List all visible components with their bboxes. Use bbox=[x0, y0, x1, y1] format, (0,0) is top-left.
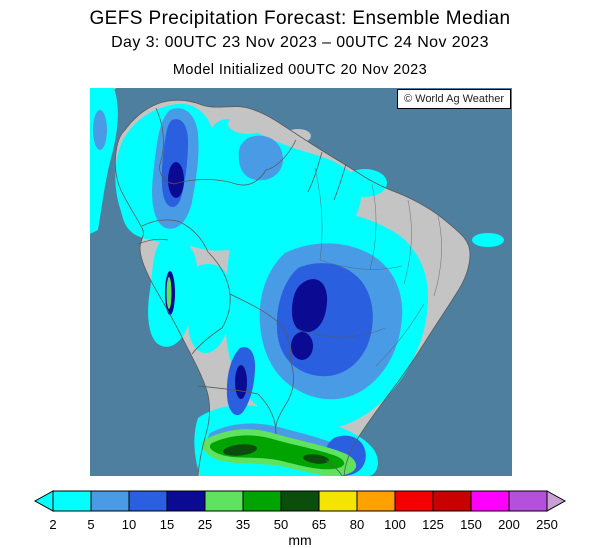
state-line-6 bbox=[294, 327, 386, 338]
state-line-1 bbox=[314, 167, 323, 261]
colorbar-tick-label: 2 bbox=[49, 517, 56, 532]
border-bolivia-brazil bbox=[229, 293, 291, 361]
border-venezuela-brazil-guyana bbox=[173, 139, 297, 186]
colorbar-tick-label: 200 bbox=[498, 517, 520, 532]
colorbar-tick-label: 50 bbox=[274, 517, 288, 532]
precip-blob-atlantic-cyan bbox=[472, 233, 504, 247]
colorbar-segment bbox=[394, 490, 434, 512]
colorbar-tick-label: 125 bbox=[422, 517, 444, 532]
colorbar-segment bbox=[470, 490, 510, 512]
border-colombia-venezuela bbox=[155, 107, 175, 185]
state-line-2 bbox=[369, 183, 377, 271]
colorbar-segment bbox=[52, 490, 92, 512]
colorbar-segment bbox=[90, 490, 130, 512]
precip-core-south-dkgreen-2 bbox=[303, 454, 329, 464]
precip-core-south-dkgreen-1 bbox=[223, 444, 257, 456]
border-guyana-suriname bbox=[307, 151, 323, 193]
precip-level-50-65-layer bbox=[223, 444, 329, 464]
page-title: GEFS Precipitation Forecast: Ensemble Me… bbox=[89, 8, 511, 29]
colorbar-segment bbox=[318, 490, 358, 512]
colorbar-tick-label: 35 bbox=[236, 517, 250, 532]
colorbar-tick-label: 250 bbox=[536, 517, 558, 532]
colorbar-tick-label: 80 bbox=[350, 517, 364, 532]
border-brazil-uruguay bbox=[325, 459, 343, 476]
precip-blob-amazon-mouth-cyan bbox=[343, 169, 387, 197]
colorbar-tick-labels: 2 5 10 15 25 35 50 65 80 100 125 150 200… bbox=[49, 517, 557, 532]
colorbar-segment bbox=[508, 490, 548, 512]
colorbar-tick-label: 10 bbox=[122, 517, 136, 532]
precip-level-15-25-layer bbox=[165, 162, 328, 399]
precip-streak-peru-ltgreen bbox=[166, 277, 172, 309]
border-paraguay-argentina-brazil bbox=[257, 359, 294, 435]
border-peru-bolivia bbox=[191, 327, 223, 355]
colorbar-tick-label: 15 bbox=[160, 517, 174, 532]
precipitation-colorbar: 2 5 10 15 25 35 50 65 80 100 125 150 200… bbox=[30, 489, 570, 548]
colorbar-segment bbox=[166, 490, 206, 512]
coastline-outline bbox=[114, 99, 471, 476]
precipitation-map bbox=[90, 88, 512, 476]
precip-blob-central-blue bbox=[276, 263, 373, 377]
border-suriname-frguiana bbox=[333, 163, 347, 201]
valid-period-subtitle: Day 3: 00UTC 23 Nov 2023 – 00UTC 24 Nov … bbox=[111, 34, 489, 51]
colorbar-segment bbox=[128, 490, 168, 512]
colorbar-tick-label: 5 bbox=[87, 517, 94, 532]
watermark-badge: © World Ag Weather bbox=[396, 89, 511, 109]
state-line-7 bbox=[375, 303, 425, 367]
dry-patch-venezuela bbox=[228, 114, 268, 134]
precip-core-bolivia-navy bbox=[235, 365, 247, 399]
colorbar-tick-label: 25 bbox=[198, 517, 212, 532]
precip-blob-west-bridge-cyan bbox=[188, 264, 233, 353]
border-colombia-brazil bbox=[179, 221, 209, 253]
brazil-state-borders bbox=[294, 167, 442, 367]
state-line-4 bbox=[433, 215, 442, 297]
colorbar-unit-label: mm bbox=[288, 532, 311, 548]
border-bolivia-paraguay bbox=[197, 385, 259, 395]
colorbar-tick-label: 150 bbox=[460, 517, 482, 532]
state-line-5 bbox=[319, 259, 403, 270]
colorbar-left-arrow bbox=[33, 490, 54, 512]
colorbar-segment bbox=[280, 490, 320, 512]
map-borders bbox=[114, 99, 471, 476]
map-canvas bbox=[90, 88, 512, 476]
colorbar-segment bbox=[432, 490, 472, 512]
precip-blob-guiana-ltblue bbox=[238, 135, 284, 181]
precip-core-central-navy-1 bbox=[291, 279, 328, 333]
colorbar-right-arrow bbox=[546, 490, 567, 512]
colorbar-tick-label: 100 bbox=[384, 517, 406, 532]
colorbar-canvas: 2 5 10 15 25 35 50 65 80 100 125 150 200… bbox=[33, 490, 567, 548]
colorbar-segment bbox=[242, 490, 282, 512]
border-colombia-ecuador-peru bbox=[137, 219, 181, 245]
model-init-subtitle: Model Initialized 00UTC 20 Nov 2023 bbox=[172, 62, 428, 78]
precip-core-colombia-navy bbox=[168, 162, 184, 198]
colorbar-segment bbox=[356, 490, 396, 512]
colorbar-tick-label: 65 bbox=[312, 517, 326, 532]
state-line-3 bbox=[403, 199, 412, 285]
precip-blob-pacific-ltblue bbox=[93, 110, 107, 150]
colorbar-segment bbox=[204, 490, 244, 512]
precip-core-central-navy-2 bbox=[291, 332, 313, 360]
